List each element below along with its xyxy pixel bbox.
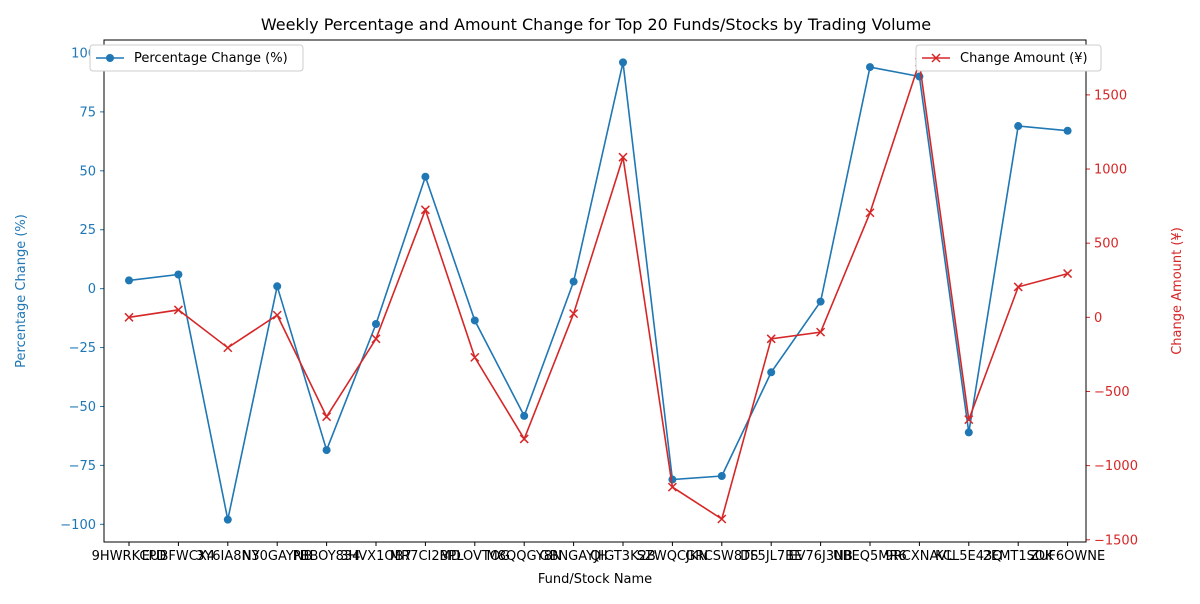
change-amount-point <box>816 327 826 337</box>
y-right-tick-label: 1000 <box>1094 163 1127 178</box>
percentage-change-point <box>273 282 282 291</box>
legend-circle-marker <box>106 54 114 62</box>
percentage-change-point <box>125 276 133 285</box>
change-amount-point <box>322 412 332 422</box>
legend-x-marker <box>931 53 941 63</box>
percentage-change-point <box>470 316 479 325</box>
x-tick-label: DF5JL7BE <box>740 549 802 564</box>
x-tick-label: 9RCXNAVL <box>885 549 954 564</box>
x-tick-label: SZWQCJKN <box>637 549 708 564</box>
legend-entry-percentage: Percentage Change (%) <box>134 51 288 66</box>
percentage-change-point <box>569 277 578 286</box>
change-amount-point <box>173 305 183 315</box>
change-amount-point <box>470 352 480 362</box>
percentage-change-point <box>767 368 776 377</box>
change-amount-point <box>618 152 628 162</box>
x-tick-label: MR7CI2MD <box>390 549 461 564</box>
change-amount-point <box>519 434 529 444</box>
change-amount-point <box>1063 269 1073 279</box>
y-right-tick-label: −1500 <box>1094 533 1138 548</box>
percentage-change-point <box>322 446 331 455</box>
y-left-tick-label: 50 <box>79 164 96 179</box>
legend-left: Percentage Change (%) <box>89 44 304 72</box>
y-right-tick-label: −500 <box>1094 385 1130 400</box>
percentage-change-point <box>1063 126 1072 135</box>
y-left-tick-label: 0 <box>88 282 96 297</box>
change-amount-point <box>420 205 430 215</box>
change-amount-point <box>371 334 381 344</box>
y-left-tick-label: −25 <box>69 341 96 356</box>
y-right-tick-label: 500 <box>1094 237 1119 252</box>
change-amount-point <box>1013 282 1023 292</box>
percentage-change-point <box>816 297 825 306</box>
y-left-tick-label: −50 <box>69 400 96 415</box>
x-tick-label: 2EMT1SOK <box>983 549 1054 564</box>
percentage-change-line <box>128 62 1068 520</box>
x-tick-label: 9HWRKCPD <box>92 549 167 564</box>
y-right-tick-label: 1500 <box>1094 88 1127 103</box>
change-amount-line <box>128 61 1068 521</box>
percentage-change-point <box>174 270 183 279</box>
legend-entry-change-amount: Change Amount (¥) <box>960 51 1088 66</box>
percentage-change-point <box>421 172 430 181</box>
percentage-change-point <box>372 319 380 328</box>
percentage-change-point <box>223 515 232 524</box>
y-left-tick-label: −100 <box>60 518 96 533</box>
x-tick-label: GRCSW8TS <box>685 549 758 564</box>
y-axis-right-label: Change Amount (¥) <box>1170 227 1185 355</box>
x-tick-label: EUBFWCX4 <box>142 549 215 564</box>
change-amount-point <box>124 312 134 322</box>
y-left-tick-label: 25 <box>79 223 96 238</box>
x-tick-label: BPLOVTOG <box>439 549 510 564</box>
change-amount-point <box>717 514 727 524</box>
x-tick-label: NY0GAYNB <box>242 549 312 564</box>
percentage-change-point <box>964 428 973 437</box>
x-tick-label: M8QQGY8N <box>487 549 562 564</box>
x-tick-label: UBEQ5MR6 <box>833 549 907 564</box>
change-amount-point <box>569 309 579 319</box>
y-axis-left-label: Percentage Change (%) <box>14 214 29 368</box>
change-amount-point <box>964 415 974 425</box>
y-right-tick-label: −1000 <box>1094 459 1138 474</box>
y-left-tick-label: 75 <box>79 105 96 120</box>
percentage-change-point <box>619 58 627 67</box>
x-tick-label: 3HVX1OB7 <box>340 549 412 564</box>
y-left-tick-label: −75 <box>69 459 96 474</box>
x-tick-label: QIGT3K2B <box>590 549 656 564</box>
chart-title: Weekly Percentage and Amount Change for … <box>261 15 931 34</box>
percentage-change-point <box>717 472 726 481</box>
percentage-change-point <box>520 411 529 420</box>
change-amount-point <box>865 208 875 218</box>
x-tick-label: 3Y6IA8N3 <box>196 549 259 564</box>
percentage-change-point <box>866 63 874 72</box>
change-amount-point <box>766 334 776 344</box>
legend-right: Change Amount (¥) <box>915 44 1102 72</box>
percentage-change-point <box>1014 122 1023 131</box>
x-tick-label: KCL5E43Q <box>935 549 1002 564</box>
x-axis-label: Fund/Stock Name <box>538 572 652 587</box>
change-amount-point <box>223 343 233 353</box>
x-tick-label: GBNGAYJH <box>539 549 607 564</box>
x-tick-label: PBBOY834 <box>293 549 361 564</box>
change-amount-point <box>272 310 282 320</box>
x-tick-label: EV76J3NB <box>788 549 852 564</box>
x-tick-label: ZUF6OWNE <box>1030 549 1105 564</box>
change-amount-point <box>667 482 677 492</box>
plot-frame <box>103 39 1087 543</box>
y-right-tick-label: 0 <box>1094 311 1102 326</box>
